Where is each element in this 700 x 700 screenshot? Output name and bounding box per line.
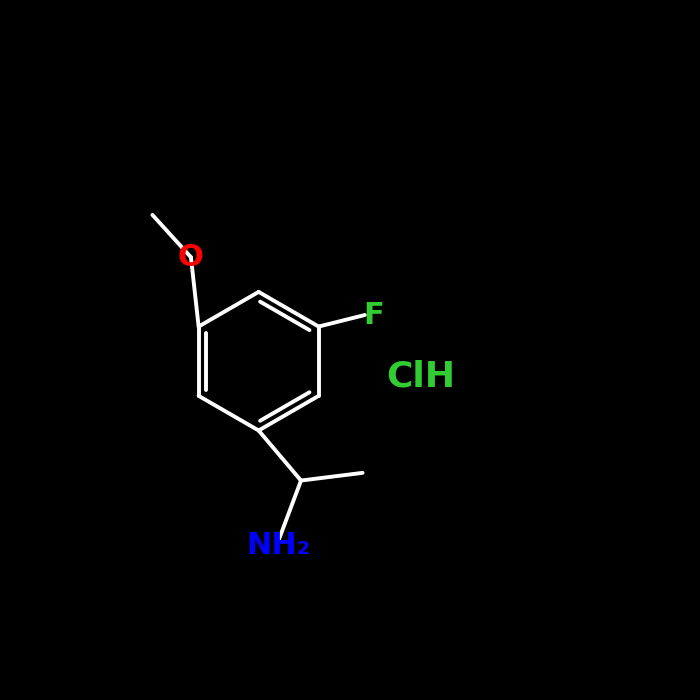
Text: ClH: ClH — [386, 360, 455, 393]
Text: NH₂: NH₂ — [246, 531, 310, 561]
Text: F: F — [364, 300, 384, 330]
Text: O: O — [178, 243, 204, 272]
